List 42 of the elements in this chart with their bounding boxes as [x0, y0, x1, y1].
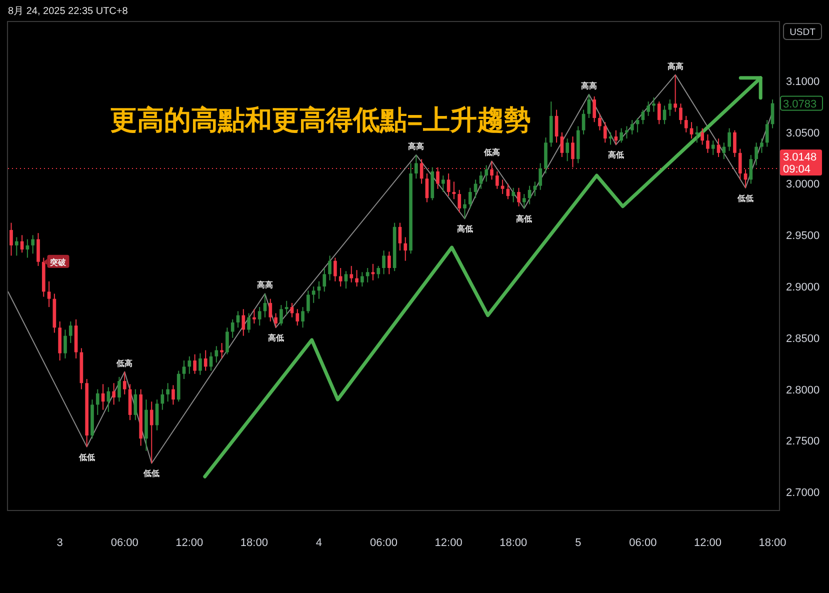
- pivot-label: 高低: [456, 224, 473, 234]
- header: 8月 24, 2025 22:35 UTC+8: [8, 6, 128, 17]
- value-label: 3.0783: [780, 96, 823, 111]
- xtick: 18:00: [240, 537, 268, 549]
- title: 更高的高點和更高得低點=上升趨勢: [110, 105, 531, 135]
- xtick: 12:00: [434, 537, 462, 549]
- pivot-label: 高高: [580, 81, 597, 90]
- pivot-label: 高高: [408, 142, 424, 151]
- xtick: 06:00: [110, 537, 138, 549]
- xtick: 5: [575, 537, 582, 549]
- pivot-label: 低低: [144, 469, 160, 478]
- pivot-label: 低高: [484, 148, 500, 158]
- pivot-label: 高低: [608, 150, 624, 160]
- pivot-label: 低高: [116, 358, 133, 368]
- xtick: 12:00: [694, 537, 722, 549]
- xtick: 18:00: [500, 537, 528, 549]
- xtick: 06:00: [370, 537, 398, 549]
- xtick: 4: [316, 537, 322, 549]
- pivot-label: 低低: [78, 452, 95, 462]
- pivot-label: 高低: [516, 214, 532, 224]
- signal-label: 突破: [43, 254, 70, 268]
- xtick: 18:00: [758, 537, 786, 549]
- ytick: 2.8500: [786, 332, 820, 345]
- ytick: 3.1000: [786, 76, 820, 88]
- ytick: 2.9500: [786, 230, 820, 242]
- ytick: 2.9000: [786, 282, 820, 294]
- pivot-label: 高高: [257, 280, 273, 290]
- xtick: 12:00: [176, 537, 204, 549]
- ref-line-label: 3.0148 09:04: [783, 152, 817, 176]
- ytick: 2.7500: [786, 436, 820, 448]
- annotation: 突破: [49, 258, 68, 267]
- ytick: 2.7000: [786, 487, 820, 500]
- ytick: 3.0500: [786, 127, 820, 140]
- ylabel: USDT: [790, 27, 816, 38]
- ytick: 2.8000: [786, 384, 820, 396]
- pivot-label: 高高: [667, 62, 684, 71]
- ytick: 3.0000: [786, 178, 820, 191]
- ref-label: 3.0148 09:04: [780, 150, 822, 176]
- pivot-label: 低低: [738, 194, 754, 203]
- xtick: 06:00: [629, 537, 657, 549]
- pivot-label: 高低: [268, 334, 284, 343]
- xtick: 3: [56, 537, 63, 549]
